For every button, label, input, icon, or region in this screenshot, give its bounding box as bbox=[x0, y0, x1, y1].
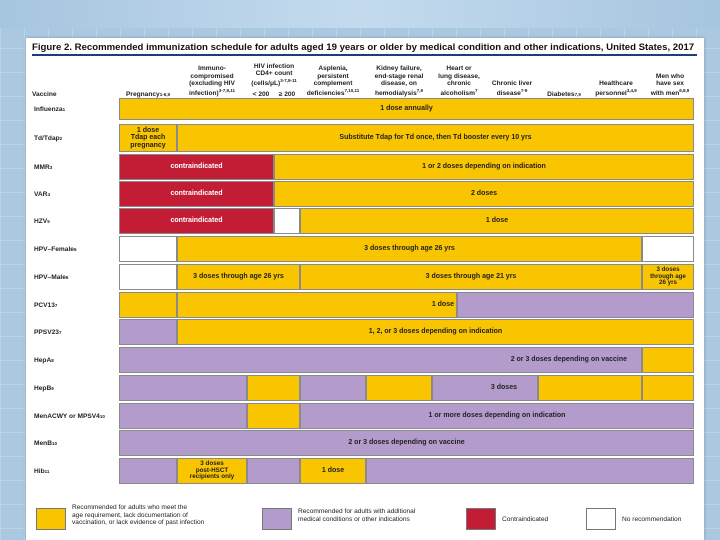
header-hiv-lt200: < 200 bbox=[252, 90, 270, 98]
cell-mmr: 1 or 2 doses depending on indication bbox=[274, 154, 694, 180]
legend-no-recommendation: No recommendation bbox=[622, 516, 682, 523]
legend-contraindicated: Contraindicated bbox=[502, 516, 549, 523]
cell-hepb-hiv bbox=[247, 375, 300, 401]
row-label-hpv-male: HPV–Male 6 bbox=[34, 273, 69, 281]
cell-hepb: 3 doses bbox=[432, 375, 538, 401]
cell-td-rest: Substitute Tdap for Td once, then Td boo… bbox=[177, 124, 694, 152]
row-label-influenza: Influenza 1 bbox=[34, 105, 66, 113]
row-label-hpv-female: HPV–Female 6 bbox=[34, 245, 77, 253]
row-label-menacwy: MenACWY or MPSV4 10 bbox=[34, 412, 105, 420]
figure-sheet: Figure 2. Recommended immunization sched… bbox=[26, 38, 704, 540]
header-immunocompromised: Immuno- compromised (excluding HIV infec… bbox=[189, 65, 235, 98]
cell-hib-pregnancy bbox=[119, 458, 177, 484]
cell-ppsv23: 1, 2, or 3 doses depending on indication bbox=[177, 319, 694, 345]
cell-hib-hiv bbox=[247, 458, 300, 484]
cell-hpvm-msm: 3 doses through age 26 yrs bbox=[642, 264, 694, 290]
row-label-pcv13: PCV13 7 bbox=[34, 301, 58, 309]
cell-pcv13-pregnancy bbox=[119, 292, 177, 318]
cell-hepb-diabetes-healthcare bbox=[538, 375, 642, 401]
cell-hpvf-pregnancy bbox=[119, 236, 177, 262]
row-label-hzv: HZV 5 bbox=[34, 217, 50, 225]
cell-hzv-hiv-ge200 bbox=[274, 208, 300, 234]
cell-hepb-pregnancy-immuno bbox=[119, 375, 247, 401]
cell-var: 2 doses bbox=[274, 181, 694, 207]
row-label-hib: Hib 11 bbox=[34, 467, 50, 475]
header-liver: Chronic liver disease7-9 bbox=[491, 80, 533, 98]
cell-hepb-kidney bbox=[366, 375, 432, 401]
legend-swatch-additional bbox=[262, 508, 292, 530]
cell-hzv: 1 dose bbox=[300, 208, 694, 234]
row-label-mmr: MMR 3 bbox=[34, 163, 53, 171]
row-label-td-tdap: Td/Tdap 2 bbox=[34, 134, 63, 142]
cell-pcv13-additional bbox=[457, 292, 694, 318]
cell-menacwy: 1 or more doses depending on indication bbox=[300, 403, 694, 429]
cell-menacwy-pregnancy-immuno bbox=[119, 403, 247, 429]
cell-var-contraindicated: contraindicated bbox=[119, 181, 274, 207]
row-label-var: VAR 4 bbox=[34, 190, 50, 198]
legend-swatch-contraindicated bbox=[466, 508, 496, 530]
header-msm: Men who have sex with men6,8,9 bbox=[650, 72, 690, 98]
title-rule bbox=[32, 54, 697, 56]
row-label-hepa: HepA 8 bbox=[34, 356, 54, 364]
cell-menacwy-hiv bbox=[247, 403, 300, 429]
cell-ppsv23-pregnancy bbox=[119, 319, 177, 345]
cell-hpvf-msm bbox=[642, 236, 694, 262]
legend-swatch-no-recommendation bbox=[586, 508, 616, 530]
cell-hepa-msm bbox=[642, 347, 694, 373]
cell-hepb-msm bbox=[642, 375, 694, 401]
row-label-hepb: HepB 9 bbox=[34, 384, 54, 392]
legend-additional: Recommended for adults with additional m… bbox=[298, 508, 416, 523]
cell-hib: 1 dose bbox=[300, 458, 366, 484]
cell-hpvf: 3 doses through age 26 yrs bbox=[177, 236, 642, 262]
header-hiv-ge200: ≥ 200 bbox=[278, 90, 296, 98]
cell-td-pregnancy: 1 dose Tdap each pregnancy bbox=[119, 124, 177, 152]
header-diabetes: Diabetes 7,9 bbox=[547, 90, 581, 98]
cell-menb: 2 or 3 doses depending on vaccine bbox=[119, 430, 694, 456]
cell-pcv13: 1 dose bbox=[177, 292, 457, 318]
cell-hpvm: 3 doses through age 21 yrs bbox=[300, 264, 642, 290]
header-pregnancy: Pregnancy 1-6,9 bbox=[126, 90, 170, 98]
cell-hib-rest bbox=[366, 458, 694, 484]
slide-top-band bbox=[0, 0, 720, 28]
row-label-menb: MenB 10 bbox=[34, 439, 57, 447]
cell-hzv-contraindicated: contraindicated bbox=[119, 208, 274, 234]
cell-influenza: 1 dose annually bbox=[119, 98, 694, 120]
cell-mmr-contraindicated: contraindicated bbox=[119, 154, 274, 180]
cell-hpvm-pregnancy bbox=[119, 264, 177, 290]
header-asplenia: Asplenia, persistent complement deficien… bbox=[306, 65, 360, 98]
figure-title: Figure 2. Recommended immunization sched… bbox=[32, 42, 695, 53]
header-kidney: Kidney failure, end-stage renal disease,… bbox=[374, 65, 424, 98]
cell-hepb-asplenia bbox=[300, 375, 366, 401]
header-healthcare: Healthcare personnel3,4,9 bbox=[595, 80, 637, 98]
cell-hpvm-immuno-hiv: 3 doses through age 26 yrs bbox=[177, 264, 300, 290]
header-vaccine: Vaccine bbox=[32, 90, 57, 98]
cell-hib-immuno: 3 doses post-HSCT recipients only bbox=[177, 458, 247, 484]
cell-hepa: 2 or 3 doses depending on vaccine bbox=[119, 347, 642, 373]
row-label-ppsv23: PPSV23 7 bbox=[34, 328, 62, 336]
legend-recommended: Recommended for adults who meet the age … bbox=[72, 504, 205, 527]
header-heart-lung: Heart or lung disease, chronic alcoholis… bbox=[438, 65, 480, 98]
header-hiv: HIV infection CD4+ count (cells/μL)3-7,9… bbox=[251, 62, 297, 88]
legend-swatch-recommended bbox=[36, 508, 66, 530]
